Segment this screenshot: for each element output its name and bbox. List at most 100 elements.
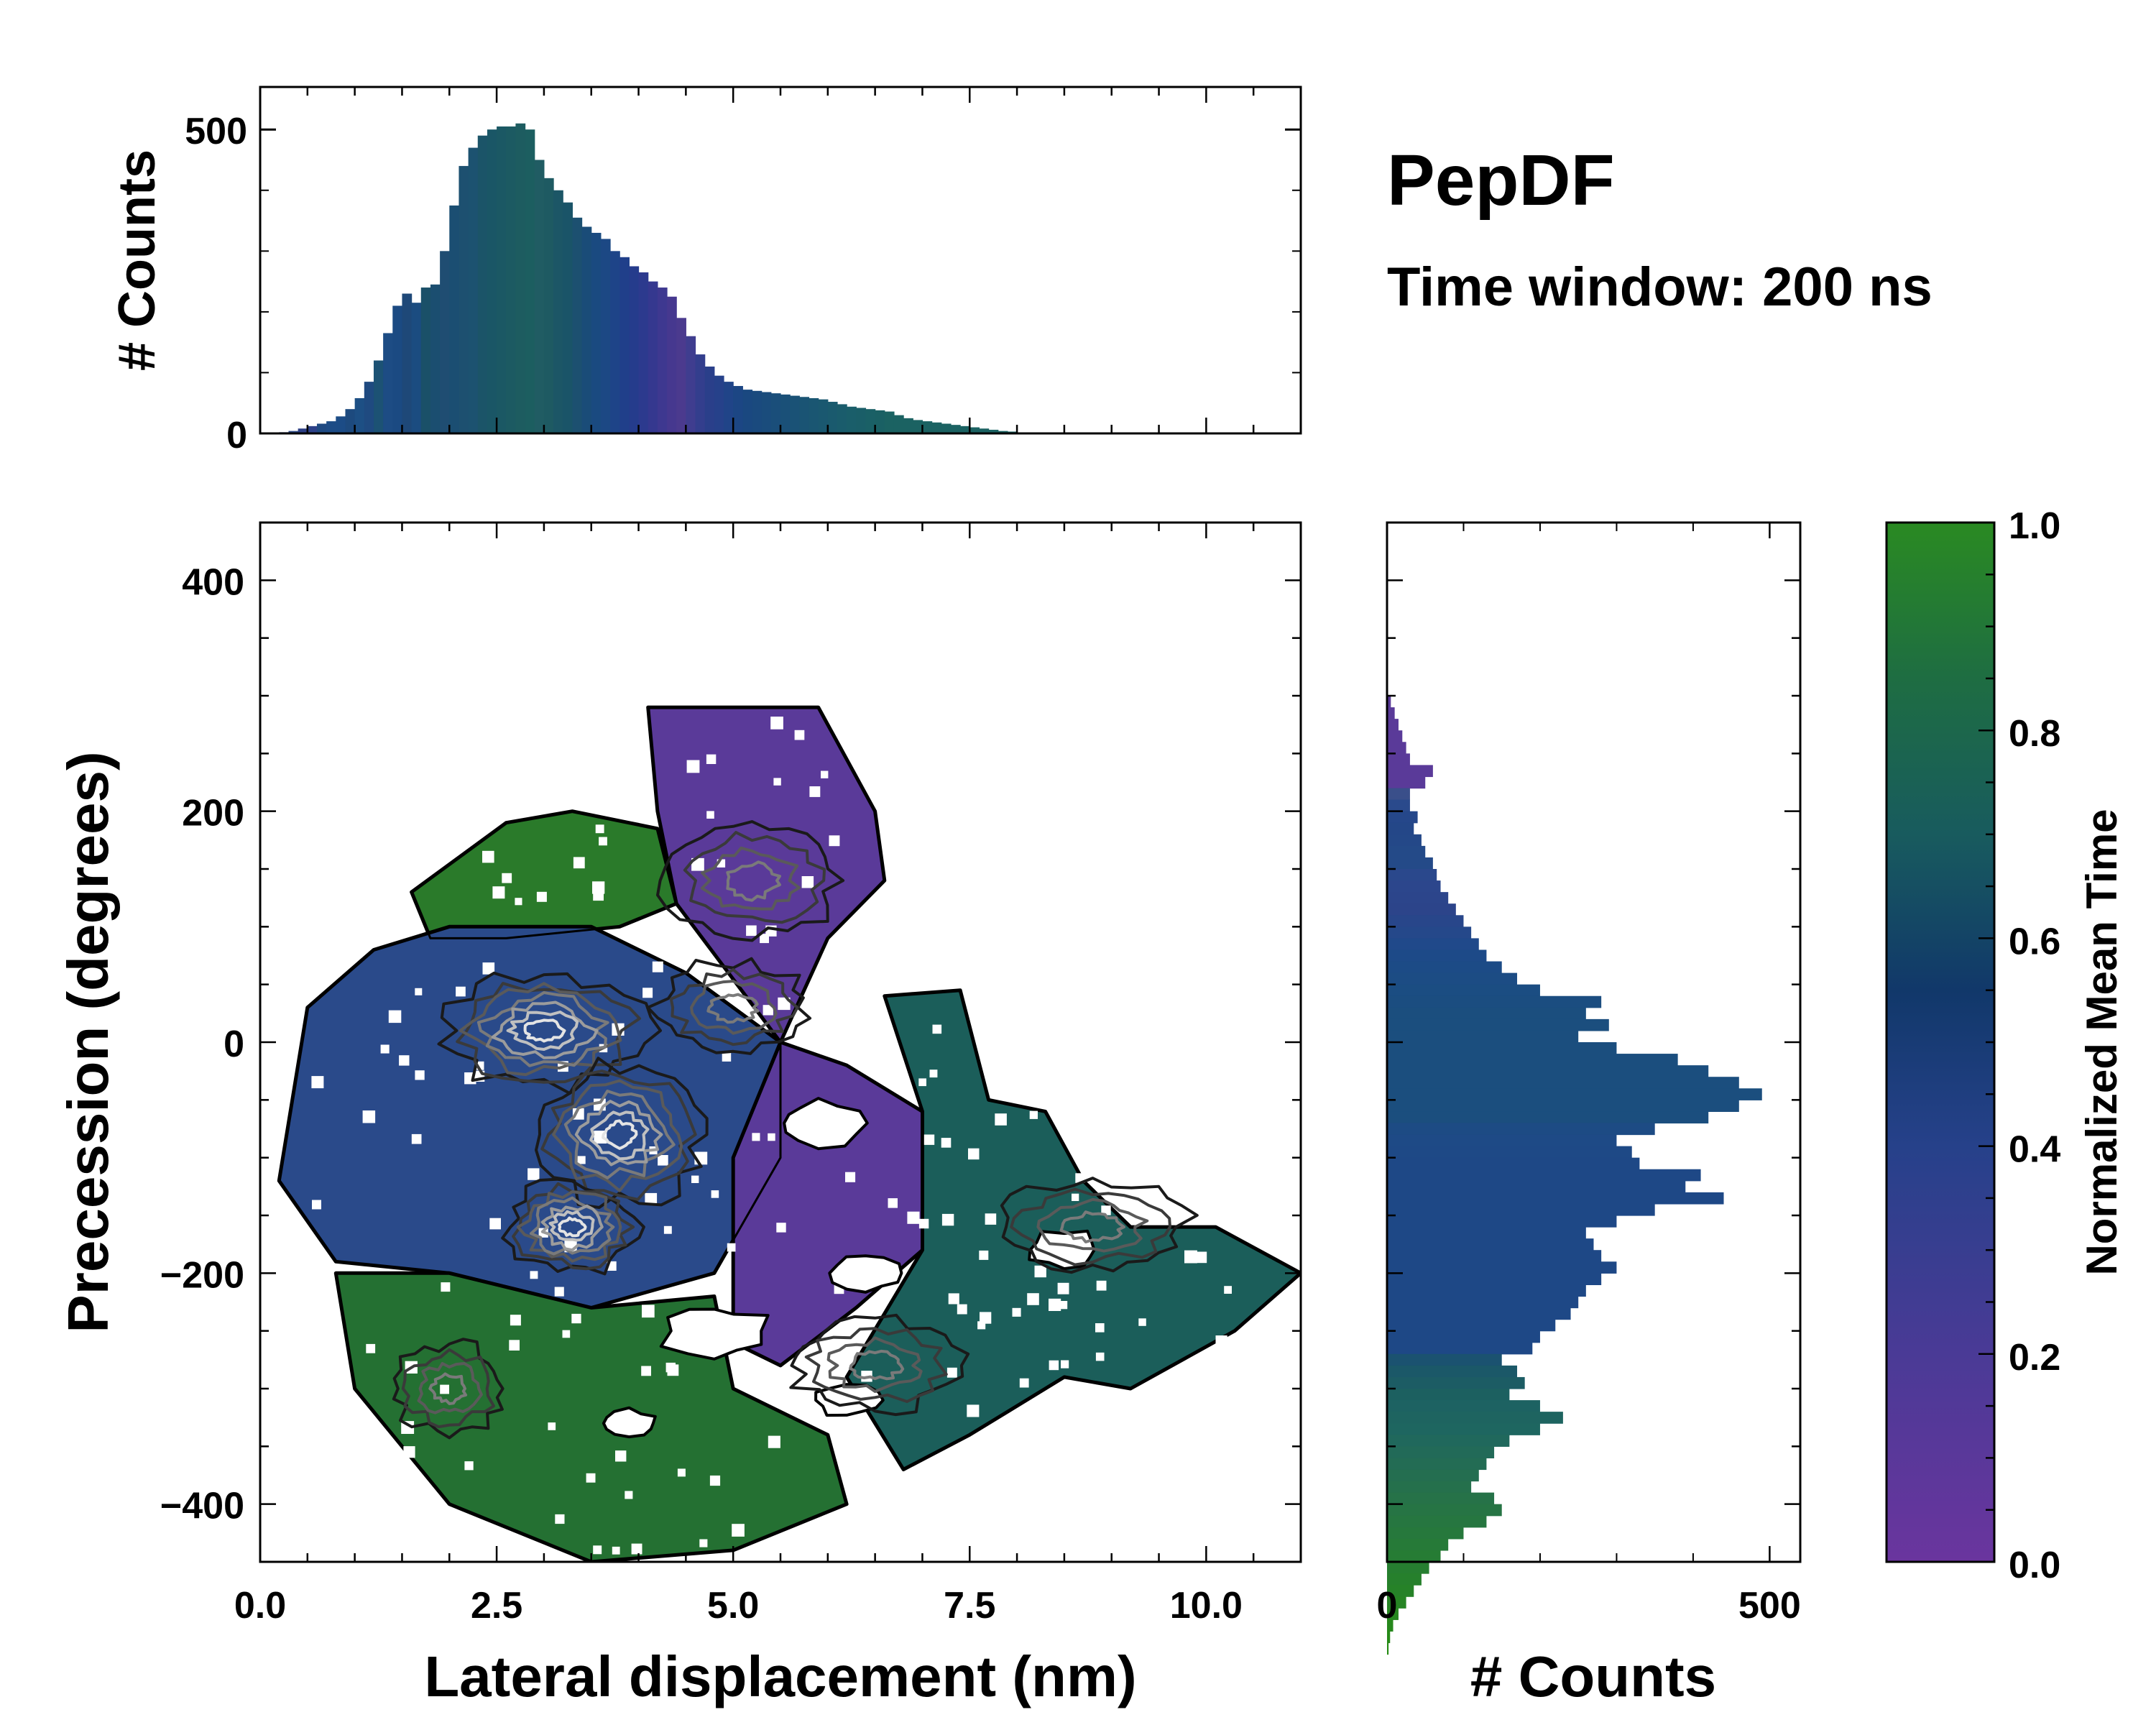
top-histogram-bar <box>563 202 573 433</box>
right-histogram-bar <box>1387 1273 1602 1285</box>
top-histogram-bar <box>818 399 829 433</box>
top-histogram-bar <box>979 428 990 433</box>
heatmap-empty-bin <box>311 1076 324 1089</box>
right-histogram-bar <box>1387 1111 1709 1124</box>
top-histogram-bar <box>326 421 336 433</box>
right-histogram-bar <box>1387 822 1414 835</box>
heatmap-empty-bin <box>1012 1307 1021 1317</box>
heatmap-empty-bin <box>366 1343 376 1353</box>
right-x-label: # Counts <box>1470 1644 1716 1708</box>
top-histogram-bar <box>591 232 602 433</box>
right-histogram-bar <box>1387 834 1422 847</box>
top-histogram-bar <box>704 366 715 433</box>
heatmap-empty-bin <box>665 1362 676 1373</box>
right-histogram-bar <box>1387 1042 1617 1054</box>
top-histogram-bar <box>638 272 649 433</box>
density-contour-line <box>516 1190 622 1263</box>
density-contour-line <box>804 1327 948 1403</box>
right-histogram-bar <box>1387 995 1602 1008</box>
right-histogram-bar <box>1387 1054 1678 1066</box>
right-histogram-bar <box>1387 1088 1762 1100</box>
top-histogram-bar <box>543 178 554 433</box>
right-histogram-bar <box>1387 1203 1655 1216</box>
heatmap-empty-bin <box>482 962 495 975</box>
right-histogram-bar <box>1387 1469 1479 1482</box>
colorbar-tick-label: 0.8 <box>2009 713 2060 755</box>
density-contour-line <box>1000 1177 1199 1274</box>
main-x-tick-label: 0.0 <box>234 1585 286 1627</box>
heatmap-empty-bin <box>1034 1265 1046 1278</box>
heatmap-region-outline <box>647 706 886 1044</box>
heatmap-region-outline <box>410 810 678 939</box>
top-histogram-bar <box>336 416 346 433</box>
main-y-tick-label: −400 <box>160 1486 244 1527</box>
heatmap-empty-bin <box>752 1133 760 1141</box>
right-histogram-bar <box>1387 742 1406 754</box>
heatmap-region-outline <box>334 1271 848 1562</box>
colorbar-ticks: 0.0 0.2 0.4 0.6 0.8 1.0 <box>1978 505 2060 1586</box>
density-contour-line <box>1059 1210 1125 1243</box>
top-histogram-bar <box>950 425 961 433</box>
top-histogram-bar <box>440 251 450 433</box>
heatmap-empty-bin <box>509 1340 520 1351</box>
right-histogram-bar <box>1387 1481 1472 1494</box>
heatmap-empty-bin <box>1029 1110 1038 1119</box>
right-histogram-bar <box>1387 903 1456 916</box>
main-y-tick-label: 400 <box>182 561 244 603</box>
top-histogram-bar <box>506 126 517 433</box>
top-histogram-bar <box>903 418 913 433</box>
heatmap-empty-bin <box>388 1010 402 1024</box>
heatmap-empty-bin <box>411 1133 422 1144</box>
heatmap-empty-bin <box>571 1313 581 1324</box>
heatmap-empty-bin <box>663 1225 672 1234</box>
heatmap-empty-bin <box>948 1293 959 1305</box>
heatmap-empty-bin <box>595 824 604 834</box>
density-contour-line <box>552 1079 683 1192</box>
density-contour-line <box>669 968 799 1046</box>
density-contour-line <box>558 1216 587 1238</box>
right-histogram-bar <box>1387 1504 1502 1517</box>
right-histogram-bar <box>1387 1157 1640 1170</box>
right-histogram-panel: 0 500 # Counts <box>1377 521 1802 1708</box>
density-contour-line <box>535 1057 709 1209</box>
density-contour-line <box>476 991 609 1067</box>
heatmap-empty-bin <box>711 1190 719 1198</box>
top-histogram-bar <box>354 397 365 433</box>
heatmap-empty-bin <box>722 1052 732 1062</box>
top-axis-ticks: 0 500 <box>185 87 1302 456</box>
density-contour-line <box>428 1372 468 1405</box>
density-contour-line <box>506 1011 579 1051</box>
heatmap-empty-bin <box>941 1138 952 1148</box>
density-contour-line <box>574 1100 663 1167</box>
heatmap-empty-bin <box>968 1148 980 1160</box>
heatmap-empty-bin <box>502 873 512 883</box>
heatmap-empty-bin <box>768 1133 775 1141</box>
right-histogram-bar <box>1387 1458 1487 1471</box>
top-histogram-bar <box>724 382 734 433</box>
heatmap-empty-bin <box>1195 1251 1207 1264</box>
heatmap-empty-bin <box>625 1491 633 1499</box>
right-histogram-bar <box>1387 1642 1389 1655</box>
heatmap-empty-bin <box>776 1223 786 1233</box>
right-histogram-bar <box>1387 949 1487 962</box>
heatmap-empty-bin <box>312 1200 321 1210</box>
colorbar-tick-label: 0.6 <box>2009 921 2060 962</box>
top-histogram-bar <box>988 429 999 433</box>
heatmap-empty-bin <box>932 1024 942 1034</box>
top-histogram-bar <box>515 123 526 434</box>
heatmap-empty-bin <box>1049 1360 1059 1371</box>
right-histogram-bar <box>1387 1169 1701 1182</box>
heatmap-empty-bin <box>801 876 814 888</box>
heatmap-empty-bin <box>1095 1352 1105 1361</box>
right-axis-ticks: 0 500 <box>1377 521 1801 1627</box>
heatmap-empty-bin <box>599 837 607 846</box>
right-histogram-bar <box>1387 845 1426 858</box>
heatmap-empty-bin <box>510 1315 521 1326</box>
heatmap-empty-bin <box>440 1384 449 1394</box>
heatmap-empty-bin <box>732 1524 745 1537</box>
main-heatmap-panel: 0.0 2.5 5.0 7.5 10.0 400 200 0 −200 −400 Lateral … <box>56 521 1302 1708</box>
colorbar-label: Normalized Mean Time <box>2078 809 2126 1275</box>
figure-subtitle: Time window: 200 ns <box>1387 257 1932 318</box>
heatmap-empty-bin <box>809 786 821 797</box>
top-histogram-bar <box>884 411 895 433</box>
